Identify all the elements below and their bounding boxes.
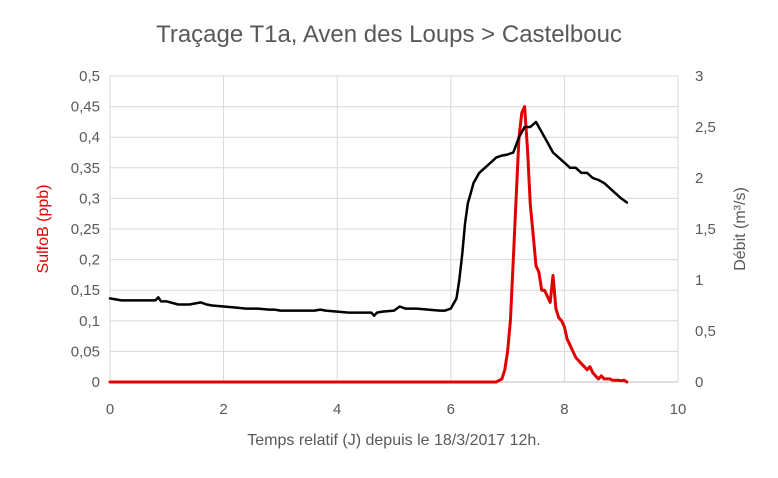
y-axis-left-title: SulfoB (ppb) bbox=[35, 185, 52, 274]
y-left-tick-label: 0,05 bbox=[71, 343, 100, 360]
x-tick-label: 6 bbox=[447, 401, 455, 418]
y-left-tick-label: 0,35 bbox=[71, 160, 100, 177]
y-right-tick-label: 2,5 bbox=[695, 119, 716, 136]
y-right-tick-label: 1 bbox=[695, 272, 703, 289]
y-right-tick-label: 0,5 bbox=[695, 323, 716, 340]
series-group bbox=[108, 105, 629, 384]
y-left-tick-label: 0,3 bbox=[79, 190, 100, 207]
y-left-tick-label: 0,1 bbox=[79, 313, 100, 330]
x-tick-label: 4 bbox=[333, 401, 341, 418]
y-right-tick-label: 3 bbox=[695, 68, 703, 85]
y-left-tick-label: 0,4 bbox=[79, 129, 100, 146]
chart-title: Traçage T1a, Aven des Loups > Castelbouc bbox=[156, 21, 622, 48]
y-left-tick-label: 0,45 bbox=[71, 99, 100, 116]
y-left-tick-label: 0 bbox=[92, 374, 100, 391]
series-line-debit bbox=[108, 120, 629, 317]
y-left-tick-label: 0,15 bbox=[71, 282, 100, 299]
y-right-tick-label: 1,5 bbox=[695, 221, 716, 238]
y-right-tick-label: 0 bbox=[695, 374, 703, 391]
y-left-tick-label: 0,25 bbox=[71, 221, 100, 238]
x-tick-label: 8 bbox=[560, 401, 568, 418]
x-tick-label: 10 bbox=[670, 401, 687, 418]
y-left-tick-label: 0,2 bbox=[79, 252, 100, 269]
x-tick-label: 2 bbox=[219, 401, 227, 418]
y-axis-right-title: Débit (m³/s) bbox=[732, 187, 749, 271]
tick-labels: 0 0,05 0,1 0,15 0,2 0,25 0,3 0,35 0,4 0,45 0,5 0 2 4 6… bbox=[71, 68, 716, 418]
x-tick-label: 0 bbox=[106, 401, 114, 418]
y-left-tick-label: 0,5 bbox=[79, 68, 100, 85]
series-line-sulfob bbox=[108, 105, 629, 384]
x-axis-title: Temps relatif (J) depuis le 18/3/2017 12… bbox=[247, 432, 541, 449]
grid bbox=[109, 75, 679, 382]
y-right-tick-label: 2 bbox=[695, 170, 703, 187]
